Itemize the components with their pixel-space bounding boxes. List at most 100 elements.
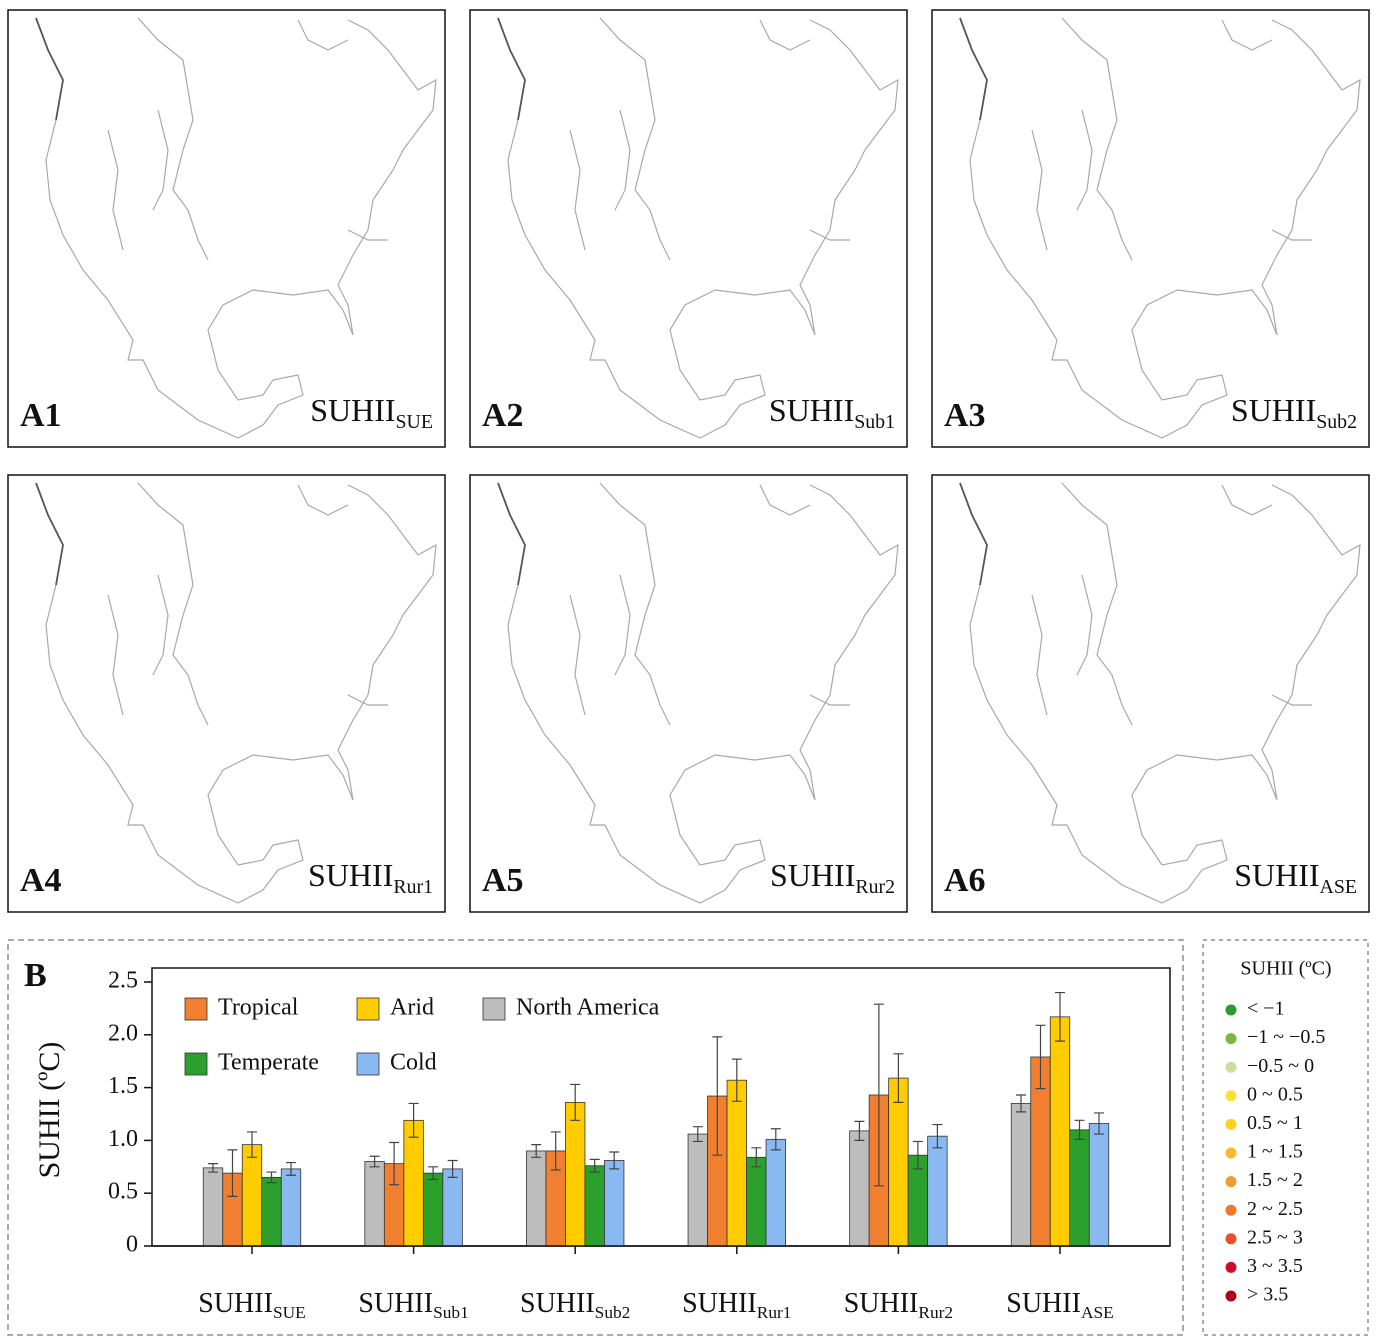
bar (584, 1165, 605, 1247)
bar (261, 1176, 282, 1247)
error-bar (247, 1131, 257, 1158)
panel-label: A5 (482, 862, 524, 899)
legend-item-label: −1 ~ −0.5 (1247, 1026, 1325, 1048)
x-tick-label-sub: Sub2 (595, 1303, 631, 1322)
legend-swatch (184, 997, 208, 1021)
error-bar (286, 1161, 296, 1176)
map-title: SUHIIASE (1234, 857, 1357, 897)
legend-item-label: 1.5 ~ 2 (1247, 1169, 1303, 1191)
error-bar (912, 1140, 923, 1170)
error-bar (369, 1155, 380, 1168)
map-panel (931, 9, 1370, 448)
legend-dot (1225, 1233, 1237, 1245)
bar (849, 1130, 870, 1247)
error-bar (1074, 1119, 1085, 1140)
x-tick-label-main: SUHII (1006, 1288, 1081, 1319)
bar (746, 1156, 767, 1247)
map-title-sub: ASE (1320, 876, 1357, 898)
map-title-main: SUHII (310, 392, 395, 428)
bar (765, 1138, 786, 1247)
y-tick-label: 0.5 (108, 1179, 138, 1205)
y-axis-label: SUHII (ºC) (33, 1042, 66, 1179)
bar (565, 1101, 586, 1247)
legend-dot (1225, 1204, 1237, 1216)
legend-label: Cold (390, 1050, 437, 1076)
y-tick-label: 0 (126, 1232, 138, 1258)
legend-frame (1202, 939, 1369, 1336)
y-tick-label: 2.0 (108, 1020, 138, 1046)
x-tick-label-main: SUHII (844, 1288, 919, 1319)
x-tick-label-sub: Rur2 (918, 1303, 953, 1322)
legend-item-label: 0.5 ~ 1 (1247, 1112, 1303, 1134)
map-title-sub: Rur2 (855, 876, 895, 898)
error-bar (570, 1083, 581, 1121)
error-bar (428, 1166, 439, 1181)
legend-item-label: 1 ~ 1.5 (1247, 1141, 1303, 1163)
legend-dot (1225, 1118, 1237, 1130)
legend-dot (1225, 1261, 1237, 1273)
legend-item-label: 0 ~ 0.5 (1247, 1083, 1303, 1105)
bar (1088, 1123, 1110, 1247)
legend-title: SUHII (ºC) (1240, 958, 1331, 980)
legend-dot (1225, 1176, 1237, 1188)
legend-dot (1225, 1033, 1237, 1045)
map-title: SUHIISub1 (769, 392, 895, 432)
error-bar (227, 1149, 238, 1197)
error-bar (692, 1126, 703, 1143)
error-bar (208, 1163, 218, 1173)
y-tick-label: 2.5 (108, 968, 138, 994)
x-tick-label: SUHIISub2 (520, 1288, 630, 1321)
bar (403, 1119, 424, 1247)
bar (1010, 1103, 1032, 1247)
map-title-sub: Sub1 (854, 411, 895, 433)
error-bar (609, 1151, 620, 1170)
error-bar (770, 1128, 781, 1151)
bar (726, 1079, 747, 1247)
map-panel (7, 474, 446, 913)
map-title-main: SUHII (1234, 857, 1319, 893)
bar (687, 1133, 708, 1247)
error-bar (873, 1003, 884, 1187)
error-bar (731, 1058, 742, 1102)
error-bar (712, 1036, 723, 1156)
panel-label: A3 (944, 397, 986, 434)
error-bar (550, 1131, 561, 1171)
legend-swatch (356, 997, 380, 1021)
map-title-main: SUHII (770, 857, 855, 893)
x-tick-label-sub: Sub1 (433, 1303, 469, 1322)
map-title: SUHIISUE (310, 392, 433, 432)
x-tick-label: SUHIIRur2 (844, 1288, 953, 1321)
bar (1049, 1016, 1071, 1247)
panel-label: A6 (944, 862, 986, 899)
legend-swatch (482, 997, 506, 1021)
legend-item-label: 2.5 ~ 3 (1247, 1226, 1303, 1248)
legend-item-label: < −1 (1247, 998, 1285, 1020)
error-bar (1035, 1024, 1046, 1090)
error-bar (893, 1053, 904, 1103)
error-bar (932, 1123, 943, 1149)
x-tick-label-sub: ASE (1081, 1303, 1114, 1322)
panel-label: A1 (20, 397, 62, 434)
map-panel (7, 9, 446, 448)
error-bar (751, 1147, 762, 1168)
bar (202, 1167, 224, 1247)
error-bar (266, 1171, 277, 1184)
legend-dot (1225, 1290, 1237, 1302)
bar (364, 1161, 385, 1247)
legend-item-label: > 3.5 (1247, 1284, 1288, 1306)
chart-frame (7, 939, 1184, 1336)
x-tick-label-main: SUHII (682, 1288, 757, 1319)
legend-item-label: −0.5 ~ 0 (1247, 1055, 1314, 1077)
bar (442, 1168, 463, 1247)
map-panel (469, 9, 908, 448)
map-panel (469, 474, 908, 913)
bar (888, 1077, 909, 1247)
legend-swatch (356, 1052, 380, 1076)
map-panel (931, 474, 1370, 913)
x-tick-label-main: SUHII (520, 1288, 595, 1319)
error-bar (854, 1120, 865, 1141)
error-bar (447, 1159, 458, 1178)
legend-label: Temperate (218, 1050, 319, 1076)
error-bar (589, 1158, 600, 1173)
